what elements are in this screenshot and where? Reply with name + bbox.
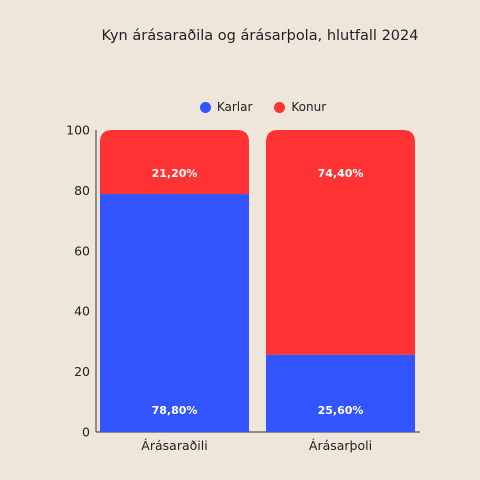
bar-segment-konur [100,130,249,195]
legend-swatch-karlar [199,101,211,113]
legend-item-karlar: Karlar [199,100,253,114]
bar-stack [100,130,249,432]
legend-swatch-konur [274,101,286,113]
data-label: 74,40% [318,167,364,180]
legend-label-karlar: Karlar [216,100,253,114]
legend-item-konur: Konur [274,100,326,114]
x-tick-label: Árásaraðili [141,438,207,453]
y-tick-label: 40 [74,304,90,319]
y-tick-label: 80 [74,183,90,198]
bar-segment-karlar [266,354,415,432]
labels-layer: 78,80% 21,20% 25,60% 74,40% [152,167,364,417]
y-tick-label: 20 [74,364,90,379]
x-tick-label: Árásarþoli [309,438,372,453]
data-label: 25,60% [318,404,364,417]
legend-label-konur: Konur [291,100,327,114]
chart-title: Kyn árásaraðila og árásarþola, hlutfall … [101,28,419,44]
bar-segment-konur [266,130,415,355]
bar-stack [266,130,415,432]
y-tick-label: 100 [66,123,90,138]
legend: Karlar Konur [0,100,480,114]
y-tick-label: 0 [82,425,90,440]
bars-layer [100,130,415,432]
axis-layer: 0 20 40 60 80 100 Árásaraðili Árásarþoli [66,123,420,453]
y-tick-label: 60 [74,243,90,258]
bar-segment-karlar [100,194,249,432]
data-label: 21,20% [152,167,198,180]
data-label: 78,80% [152,404,198,417]
